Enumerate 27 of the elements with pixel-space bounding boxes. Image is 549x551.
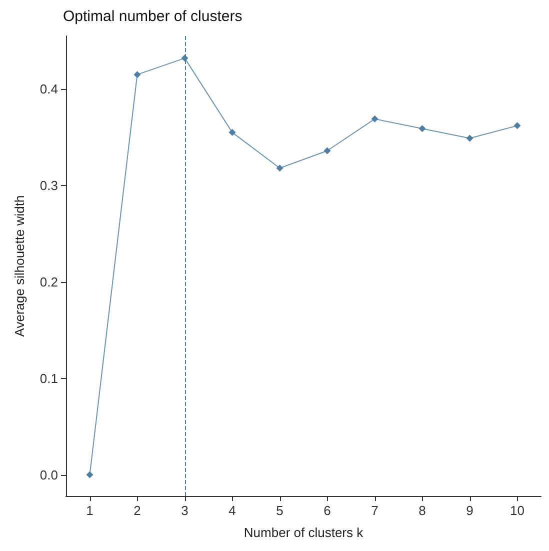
x-tick-label: 10 (510, 503, 524, 518)
point (86, 471, 94, 478)
x-tick-label: 3 (181, 503, 188, 518)
x-tick-label: 9 (466, 503, 474, 518)
y-tick-label: 0.0 (40, 467, 58, 482)
x-tick-label: 2 (134, 503, 141, 518)
y-axis-title: Average silhouette width (12, 195, 27, 337)
point (324, 147, 331, 154)
x-tick-label: 6 (324, 503, 331, 518)
point (371, 115, 378, 122)
point (514, 122, 521, 130)
y-tick-label: 0.1 (40, 370, 58, 386)
x-tick-label: 4 (228, 503, 236, 518)
point (418, 125, 426, 132)
x-tick-label: 5 (276, 503, 284, 518)
point (276, 164, 284, 172)
y-tick-label: 0.2 (40, 274, 58, 290)
y-tick-label: 0.4 (40, 82, 58, 97)
chart-title: Optimal number of clusters (63, 8, 242, 25)
point (134, 71, 141, 78)
x-tick-label: 1 (86, 503, 94, 518)
x-tick-label: 8 (418, 503, 426, 518)
x-tick-label: 7 (371, 503, 378, 518)
point (228, 128, 236, 136)
y-tick-label: 0.3 (40, 178, 58, 193)
point (466, 134, 474, 142)
x-axis-title: Number of clusters k (244, 525, 364, 540)
